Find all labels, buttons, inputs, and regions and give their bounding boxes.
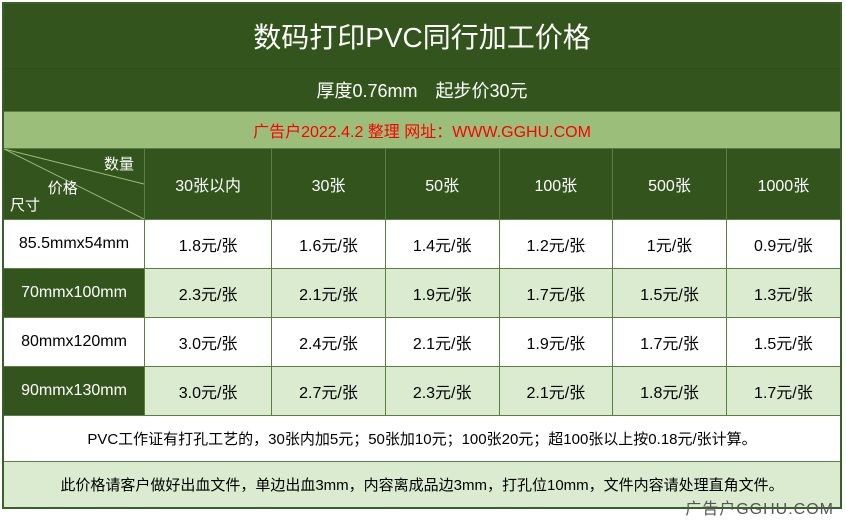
size-cell: 70mmx100mm <box>3 269 145 318</box>
price-cell: 2.7元/张 <box>272 367 386 416</box>
price-cell: 1.9元/张 <box>385 269 499 318</box>
col-header: 30张以内 <box>145 149 272 220</box>
price-cell: 2.3元/张 <box>385 367 499 416</box>
data-row: 70mmx100mm 2.3元/张 2.1元/张 1.9元/张 1.7元/张 1… <box>3 269 841 318</box>
price-cell: 0.9元/张 <box>726 220 841 269</box>
corner-qty: 数量 <box>104 153 134 174</box>
title-cell: 数码打印PVC同行加工价格 <box>3 3 841 69</box>
price-cell: 1.2元/张 <box>499 220 613 269</box>
price-cell: 1.8元/张 <box>613 367 727 416</box>
price-cell: 1元/张 <box>613 220 727 269</box>
price-cell: 1.4元/张 <box>385 220 499 269</box>
data-row: 90mmx130mm 3.0元/张 2.7元/张 2.3元/张 2.1元/张 1… <box>3 367 841 416</box>
ad-cell: 广告户2022.4.2 整理 网址：WWW.GGHU.COM <box>3 112 841 149</box>
price-cell: 1.3元/张 <box>726 269 841 318</box>
note-cell: PVC工作证有打孔工艺的，30张内加5元；50张加10元；100张20元；超10… <box>3 416 841 462</box>
price-cell: 1.9元/张 <box>499 318 613 367</box>
price-cell: 1.7元/张 <box>613 318 727 367</box>
size-cell: 90mmx130mm <box>3 367 145 416</box>
price-cell: 1.8元/张 <box>145 220 272 269</box>
title-row: 数码打印PVC同行加工价格 <box>3 3 841 69</box>
size-cell: 80mmx120mm <box>3 318 145 367</box>
price-cell: 2.1元/张 <box>499 367 613 416</box>
col-header: 50张 <box>385 149 499 220</box>
price-cell: 2.1元/张 <box>272 269 386 318</box>
corner-cell: 数量 价格 尺寸 <box>3 149 145 220</box>
subtitle-cell: 厚度0.76mm 起步价30元 <box>3 69 841 112</box>
corner-price: 价格 <box>48 177 78 198</box>
corner-size: 尺寸 <box>10 194 40 215</box>
price-cell: 1.5元/张 <box>726 318 841 367</box>
price-table: 数码打印PVC同行加工价格 厚度0.76mm 起步价30元 广告户2022.4.… <box>2 2 842 509</box>
col-header: 1000张 <box>726 149 841 220</box>
price-cell: 1.7元/张 <box>499 269 613 318</box>
watermark: 广告户GGHU.COM <box>685 495 834 519</box>
price-cell: 2.3元/张 <box>145 269 272 318</box>
col-header: 100张 <box>499 149 613 220</box>
price-cell: 2.4元/张 <box>272 318 386 367</box>
data-row: 80mmx120mm 3.0元/张 2.4元/张 2.1元/张 1.9元/张 1… <box>3 318 841 367</box>
price-cell: 1.7元/张 <box>726 367 841 416</box>
price-cell: 3.0元/张 <box>145 318 272 367</box>
ad-row: 广告户2022.4.2 整理 网址：WWW.GGHU.COM <box>3 112 841 149</box>
price-cell: 1.6元/张 <box>272 220 386 269</box>
header-row: 数量 价格 尺寸 30张以内 30张 50张 100张 500张 1000张 <box>3 149 841 220</box>
size-cell: 85.5mmx54mm <box>3 220 145 269</box>
subtitle-row: 厚度0.76mm 起步价30元 <box>3 69 841 112</box>
price-cell: 3.0元/张 <box>145 367 272 416</box>
col-header: 30张 <box>272 149 386 220</box>
price-cell: 1.5元/张 <box>613 269 727 318</box>
data-row: 85.5mmx54mm 1.8元/张 1.6元/张 1.4元/张 1.2元/张 … <box>3 220 841 269</box>
col-header: 500张 <box>613 149 727 220</box>
note-row-1: PVC工作证有打孔工艺的，30张内加5元；50张加10元；100张20元；超10… <box>3 416 841 462</box>
price-cell: 2.1元/张 <box>385 318 499 367</box>
